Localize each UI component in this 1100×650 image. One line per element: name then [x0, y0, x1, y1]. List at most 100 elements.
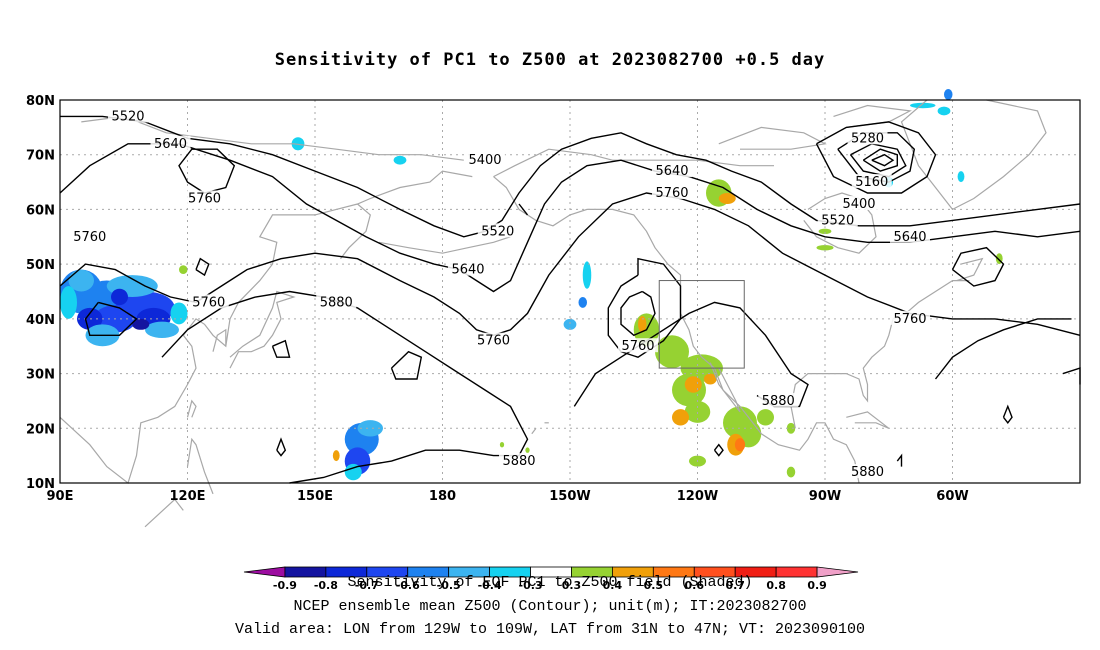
- sensitivity-blob: [332, 450, 340, 462]
- contour-label-bg: [839, 195, 879, 210]
- lat-tick-label: 60N: [26, 203, 55, 218]
- lon-tick-label: 90W: [809, 489, 841, 504]
- contour-label-bg: [618, 338, 658, 353]
- lon-tick-label: 120E: [169, 489, 205, 504]
- coastline-segment: [144, 498, 184, 528]
- lat-tick-label: 30N: [26, 368, 55, 383]
- contour-label: 5880: [762, 394, 795, 409]
- sensitivity-blob: [357, 420, 383, 437]
- contour-label: 5280: [851, 131, 884, 146]
- lon-tick-label: 90E: [47, 489, 74, 504]
- coastline-segment: [186, 399, 197, 418]
- coastline-segment: [229, 290, 296, 369]
- colorbar-tick-label: -0.6: [396, 579, 420, 592]
- contour-label: 5880: [851, 465, 884, 480]
- lat-tick-label: 70N: [26, 149, 55, 164]
- contour-label-bg: [890, 228, 930, 243]
- contour-line: [573, 301, 809, 408]
- sensitivity-blob: [582, 261, 592, 289]
- contour-label-bg: [448, 261, 488, 276]
- contour-line: [862, 148, 898, 172]
- colorbar-tick-label: -0.5: [437, 579, 461, 592]
- sensitivity-blob: [179, 265, 188, 274]
- contour-label-bg: [847, 130, 888, 145]
- contour-label-bg: [316, 294, 357, 309]
- sensitivity-blob: [344, 463, 362, 481]
- coastline-segment: [59, 170, 473, 485]
- contour-label: 5400: [468, 153, 501, 168]
- sensitivity-blob: [499, 441, 505, 448]
- contour-label: 5520: [821, 213, 854, 228]
- contour-line: [713, 443, 724, 457]
- valid-area-box: [658, 280, 745, 369]
- contour-label: 5520: [481, 224, 514, 239]
- contour-line: [271, 339, 291, 358]
- sensitivity-blob: [957, 171, 965, 183]
- lon-tick-label: 150E: [297, 489, 333, 504]
- lat-tick-label: 20N: [26, 422, 55, 437]
- plot-frame: [59, 99, 1081, 484]
- sensitivity-blob: [944, 89, 953, 100]
- contour-label: 5760: [655, 186, 688, 201]
- contour-line: [934, 318, 1072, 380]
- coastline-segment: [956, 257, 984, 282]
- sensitivity-blob: [655, 335, 689, 369]
- contour-label-bg: [499, 453, 539, 468]
- sensitivity-blob: [684, 400, 711, 423]
- contour-label-bg: [69, 228, 110, 243]
- sensitivity-blob: [60, 286, 77, 319]
- coastline-segment: [900, 99, 953, 210]
- contour-label-bg: [890, 310, 930, 325]
- sensitivity-blob: [111, 288, 128, 306]
- coastline-segment: [493, 148, 774, 178]
- contour-line: [59, 143, 1081, 293]
- sensitivity-blob: [937, 106, 951, 116]
- contour-line: [276, 437, 287, 457]
- sensitivity-blob: [563, 318, 577, 330]
- lat-tick-label: 10N: [26, 477, 55, 492]
- sensitivity-shading: [60, 89, 1003, 481]
- colorbar-tick-label: -0.8: [314, 579, 338, 592]
- colorbar-tick-label: 0.3: [562, 579, 582, 592]
- sensitivity-blob: [684, 376, 702, 393]
- contour-label: 5760: [192, 295, 225, 310]
- colorbar-tick-label: 0.8: [766, 579, 786, 592]
- colorbar-caption: Sensitivity of EOF PC1 to Z500 field (Sh…: [347, 574, 753, 591]
- contour-label: 5760: [477, 334, 510, 349]
- coastline-segment: [212, 328, 227, 352]
- contour-label: 5880: [320, 295, 353, 310]
- contour-label: 5760: [73, 230, 106, 245]
- lon-tick-label: 120W: [677, 489, 718, 504]
- sensitivity-blob: [818, 228, 832, 235]
- contour-line: [84, 301, 138, 336]
- coastline-segment: [81, 115, 464, 161]
- contour-line: [161, 290, 529, 484]
- sensitivity-blob: [734, 438, 746, 452]
- colorbar: [243, 566, 859, 578]
- contour-label: 5760: [621, 339, 654, 354]
- contour-label: 5760: [893, 312, 926, 327]
- contour-label-bg: [477, 223, 518, 238]
- sensitivity-blob: [578, 296, 587, 308]
- footer-line-2: Valid area: LON from 129W to 109W, LAT f…: [234, 621, 866, 638]
- contour-label: 5520: [111, 109, 144, 124]
- sensitivity-blob: [525, 447, 530, 453]
- contour-label-bg: [847, 464, 888, 479]
- contour-label: 5400: [842, 197, 875, 212]
- colorbar-tick-label: 0.4: [603, 579, 623, 592]
- contour-line: [178, 148, 236, 194]
- contour-label-bg: [184, 190, 225, 205]
- contour-label-bg: [758, 392, 799, 407]
- contour-label-bg: [188, 294, 229, 309]
- colorbar-tick-label: -0.4: [478, 579, 502, 592]
- colorbar-tick-label: -0.7: [355, 579, 379, 592]
- sensitivity-blob: [393, 155, 407, 165]
- lat-tick-label: 80N: [26, 94, 55, 109]
- colorbar-tick-label: 0.6: [685, 579, 705, 592]
- contour-label: 5640: [451, 263, 484, 278]
- sensitivity-blob: [77, 307, 103, 330]
- sensitivity-blob: [718, 193, 736, 204]
- colorbar-tick-label: -0.9: [273, 579, 297, 592]
